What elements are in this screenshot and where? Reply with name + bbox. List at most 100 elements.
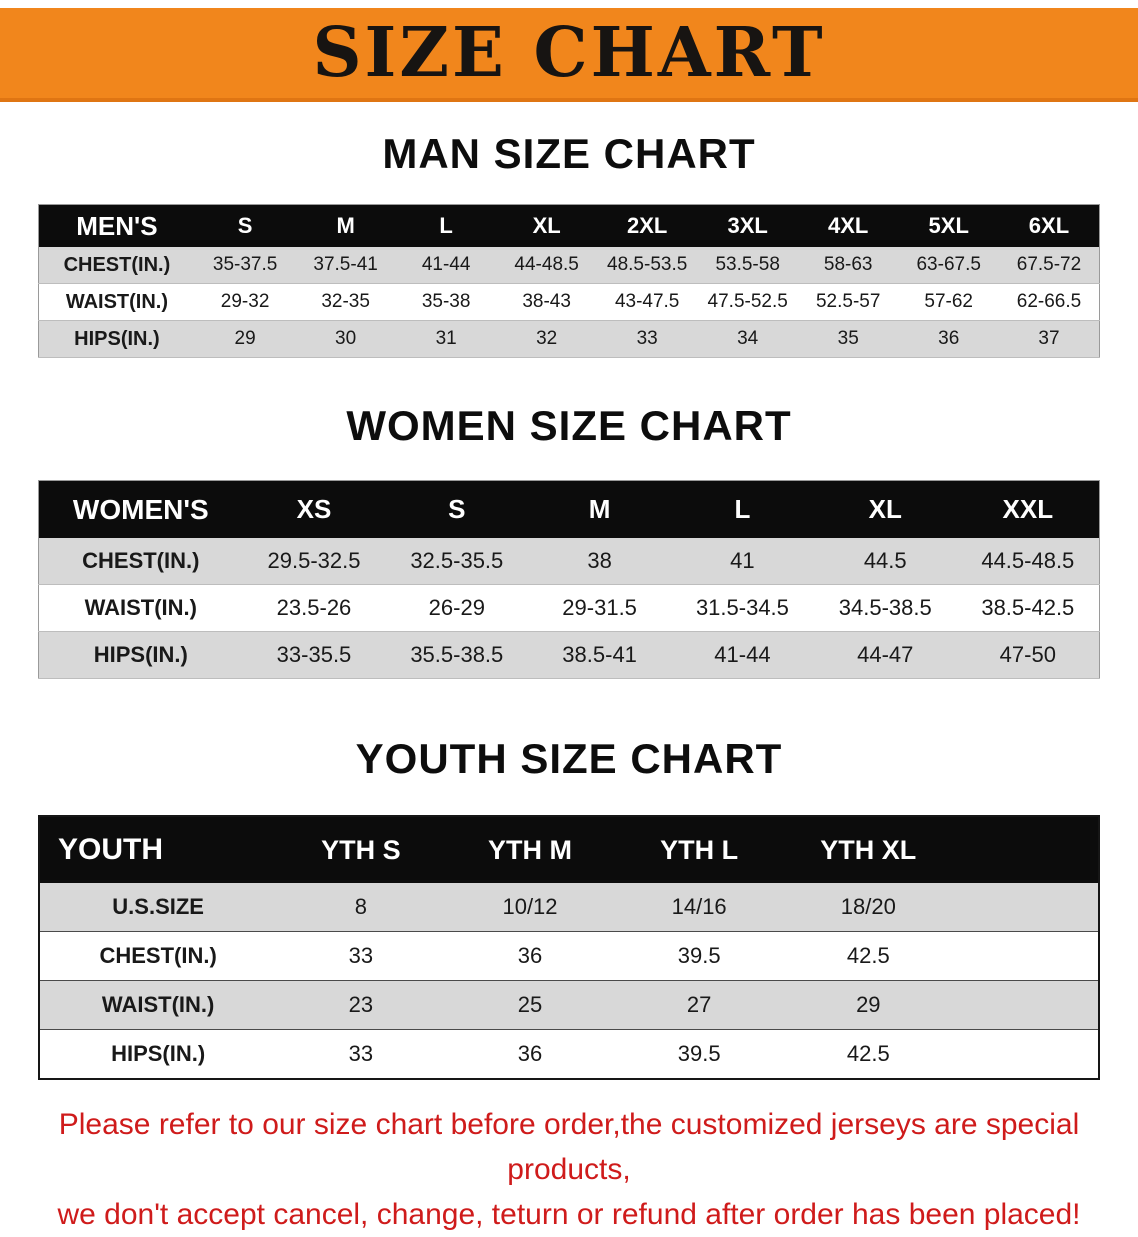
header-spacer-cell xyxy=(952,816,1099,883)
size-value-cell: 38.5-41 xyxy=(528,631,672,679)
size-value-cell: 42.5 xyxy=(783,1029,953,1079)
size-value-cell: 41 xyxy=(671,538,814,585)
measurement-row: WAIST(IN.) 23 25 27 29 xyxy=(39,980,1099,1030)
size-column-header: XL xyxy=(813,480,957,538)
measurement-row: HIPS(IN.) 33 36 39.5 42.5 xyxy=(39,1029,1099,1079)
size-column-header: 5XL xyxy=(898,204,999,247)
size-value-cell: 34.5-38.5 xyxy=(813,584,957,632)
row-label: CHEST(IN.) xyxy=(39,931,277,981)
size-value-cell: 63-67.5 xyxy=(898,247,999,284)
size-value-cell: 43-47.5 xyxy=(596,283,698,321)
size-value-cell: 41-44 xyxy=(395,247,497,284)
size-column-header: S xyxy=(194,204,296,247)
row-spacer-cell xyxy=(952,931,1099,981)
measurement-row: CHEST(IN.) 29.5-32.5 32.5-35.5 38 41 44.5 44.5… xyxy=(38,538,1100,585)
row-spacer-cell xyxy=(952,883,1099,932)
size-value-cell: 29-32 xyxy=(194,283,296,321)
size-value-cell: 35.5-38.5 xyxy=(385,631,529,679)
disclaimer: Please refer to our size chart before or… xyxy=(0,1102,1138,1237)
row-spacer-cell xyxy=(952,980,1099,1030)
size-value-cell: 37 xyxy=(998,320,1100,358)
size-value-cell: 44-48.5 xyxy=(496,247,597,284)
size-value-cell: 33 xyxy=(596,320,698,358)
size-value-cell: 26-29 xyxy=(385,584,529,632)
row-label: WAIST(IN.) xyxy=(38,584,243,632)
women-size-table: WOMEN'S XS S M L XL XXL CHEST(IN.) 29.5-32.5 32.5… xyxy=(38,480,1100,679)
size-column-header: XXL xyxy=(956,480,1100,538)
size-value-cell: 39.5 xyxy=(614,1029,784,1079)
size-value-cell: 48.5-53.5 xyxy=(596,247,698,284)
measurement-row: CHEST(IN.) 35-37.5 37.5-41 41-44 44-48.5 48.5… xyxy=(38,247,1100,284)
size-value-cell: 32 xyxy=(496,320,597,358)
size-value-cell: 30 xyxy=(295,320,396,358)
size-column-header: L xyxy=(671,480,814,538)
table-header-row: YOUTH YTH S YTH M YTH L YTH XL xyxy=(39,816,1099,883)
section-heading-youth: YOUTH SIZE CHART xyxy=(355,735,783,782)
size-column-header: YTH XL xyxy=(783,816,953,883)
size-value-cell: 57-62 xyxy=(898,283,999,321)
measurement-row: CHEST(IN.) 33 36 39.5 42.5 xyxy=(39,931,1099,981)
men-size-chart-section: MAN SIZE CHART MEN'S S M L XL 2XL 3XL 4XL 5XL 6XL… xyxy=(0,130,1138,358)
size-column-header: YTH S xyxy=(276,816,446,883)
youth-size-chart-section: YOUTH SIZE CHART YOUTH YTH S YTH M YTH L YTH… xyxy=(0,735,1138,1080)
size-value-cell: 10/12 xyxy=(445,883,615,932)
size-value-cell: 32.5-35.5 xyxy=(385,538,529,585)
size-value-cell: 62-66.5 xyxy=(998,283,1100,321)
size-column-header: XS xyxy=(242,480,386,538)
size-value-cell: 35-38 xyxy=(395,283,497,321)
size-value-cell: 39.5 xyxy=(614,931,784,981)
size-value-cell: 44.5-48.5 xyxy=(956,538,1100,585)
size-value-cell: 35 xyxy=(797,320,899,358)
disclaimer-line: Please refer to our size chart before or… xyxy=(58,1108,1080,1186)
section-heading-women: WOMEN SIZE CHART xyxy=(346,402,792,449)
size-column-header: M xyxy=(528,480,672,538)
size-value-cell: 36 xyxy=(445,931,615,981)
size-value-cell: 44-47 xyxy=(813,631,957,679)
row-label: HIPS(IN.) xyxy=(39,1029,277,1079)
measurement-row: WAIST(IN.) 29-32 32-35 35-38 38-43 43-47.5 47.… xyxy=(38,283,1100,321)
size-value-cell: 29.5-32.5 xyxy=(242,538,386,585)
size-column-header: S xyxy=(385,480,529,538)
size-value-cell: 33-35.5 xyxy=(242,631,386,679)
size-value-cell: 44.5 xyxy=(813,538,957,585)
size-column-header: 3XL xyxy=(697,204,798,247)
size-value-cell: 36 xyxy=(898,320,999,358)
measurement-row: HIPS(IN.) 33-35.5 35.5-38.5 38.5-41 41-44 44-… xyxy=(38,631,1100,679)
size-value-cell: 36 xyxy=(445,1029,615,1079)
size-value-cell: 25 xyxy=(445,980,615,1030)
size-chart-banner: SIZE CHART xyxy=(0,8,1138,102)
size-value-cell: 42.5 xyxy=(783,931,953,981)
size-value-cell: 41-44 xyxy=(671,631,814,679)
size-value-cell: 52.5-57 xyxy=(797,283,899,321)
table-corner-label: MEN'S xyxy=(38,204,195,247)
size-value-cell: 33 xyxy=(276,1029,446,1079)
size-value-cell: 29 xyxy=(783,980,953,1030)
table-corner-label: WOMEN'S xyxy=(38,480,243,538)
size-column-header: XL xyxy=(496,204,597,247)
size-column-header: 2XL xyxy=(596,204,698,247)
women-size-chart-section: WOMEN SIZE CHART WOMEN'S XS S M L XL XXL CHEST(… xyxy=(0,402,1138,679)
size-value-cell: 29-31.5 xyxy=(528,584,672,632)
measurement-row: U.S.SIZE 8 10/12 14/16 18/20 xyxy=(39,883,1099,932)
men-size-table: MEN'S S M L XL 2XL 3XL 4XL 5XL 6XL CHEST(IN.) 35-37… xyxy=(38,204,1100,358)
measurement-row: WAIST(IN.) 23.5-26 26-29 29-31.5 31.5-34.5 34… xyxy=(38,584,1100,632)
youth-size-table: YOUTH YTH S YTH M YTH L YTH XL U.S.SIZE 8 10/12… xyxy=(38,815,1100,1080)
size-value-cell: 53.5-58 xyxy=(697,247,798,284)
row-spacer-cell xyxy=(952,1029,1099,1079)
disclaimer-line: we don't accept cancel, change, teturn o… xyxy=(57,1198,1081,1231)
section-heading-men: MAN SIZE CHART xyxy=(382,130,756,177)
size-value-cell: 31 xyxy=(395,320,497,358)
size-value-cell: 47-50 xyxy=(956,631,1100,679)
table-corner-label: YOUTH xyxy=(39,816,277,883)
size-column-header: YTH L xyxy=(614,816,784,883)
size-column-header: YTH M xyxy=(445,816,615,883)
size-column-header: 6XL xyxy=(998,204,1100,247)
measurement-row: HIPS(IN.) 29 30 31 32 33 34 35 36 37 xyxy=(38,320,1100,358)
row-label: WAIST(IN.) xyxy=(38,283,195,321)
size-value-cell: 31.5-34.5 xyxy=(671,584,814,632)
size-value-cell: 29 xyxy=(194,320,296,358)
size-column-header: L xyxy=(395,204,497,247)
size-value-cell: 34 xyxy=(697,320,798,358)
size-value-cell: 27 xyxy=(614,980,784,1030)
row-label: HIPS(IN.) xyxy=(38,320,195,358)
